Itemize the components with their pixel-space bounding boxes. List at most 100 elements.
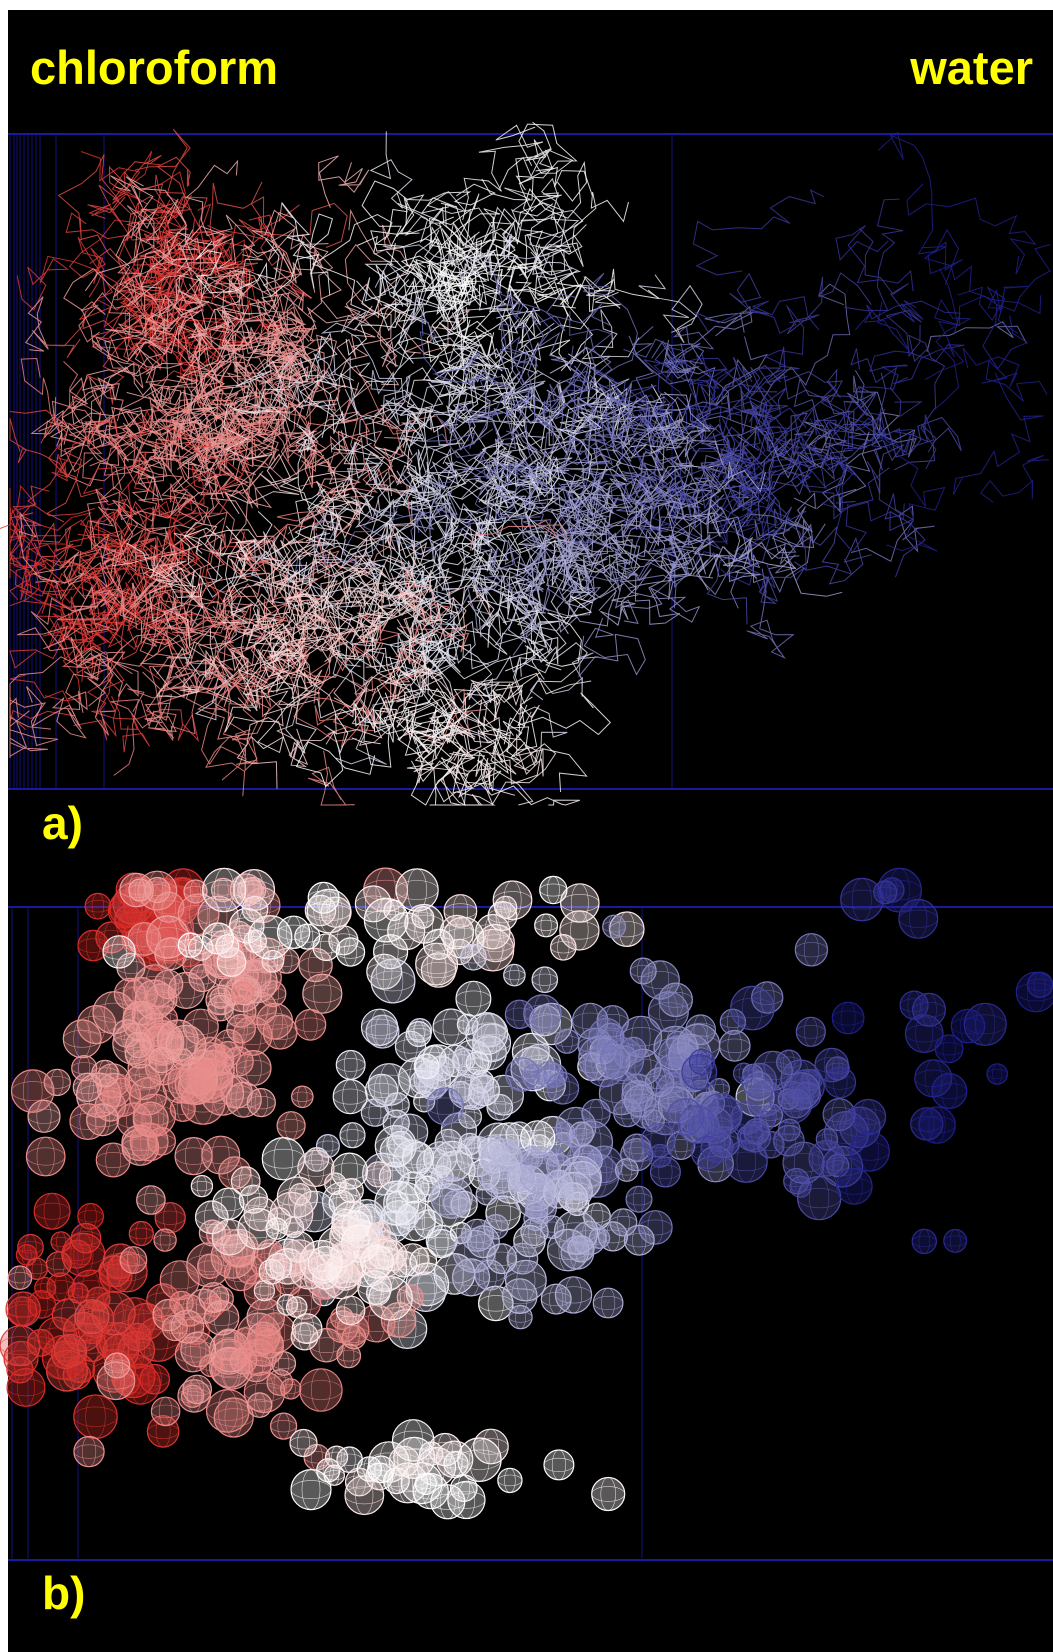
molecule-wireframe [260, 509, 343, 611]
molecule-wireframe [149, 291, 226, 342]
molecule-wireframe [111, 695, 151, 753]
molecule-wireframe [463, 499, 534, 548]
molecule-wireframe [406, 732, 451, 784]
molecule-wireframe [82, 529, 140, 612]
atom-sphere [568, 1121, 594, 1147]
molecule-wireframe [699, 457, 765, 512]
molecule-wireframe [26, 686, 87, 739]
molecule-wireframe [79, 585, 143, 643]
atom-sphere [583, 1043, 627, 1088]
atom-sphere [382, 1109, 410, 1137]
molecule-wireframe [370, 208, 501, 252]
molecule-wireframe [280, 391, 327, 476]
molecule-wireframe [63, 426, 178, 482]
molecule-wireframe [207, 182, 274, 262]
atom-sphere [50, 1231, 72, 1253]
molecule-wireframe [401, 580, 467, 628]
atom-sphere [666, 1098, 705, 1136]
atom-sphere [246, 1392, 273, 1418]
molecule-wireframe [463, 233, 551, 280]
molecule-wireframe [73, 411, 129, 462]
molecule-wireframe [854, 414, 935, 453]
molecule-wireframe [516, 547, 595, 634]
molecule-wireframe [152, 388, 257, 449]
atom-sphere [69, 1102, 107, 1140]
molecule-wireframe [9, 646, 82, 747]
molecule-wireframe [556, 540, 608, 633]
molecule-wireframe [113, 498, 199, 595]
water-label: water [910, 41, 1033, 94]
molecule-wireframe [369, 511, 434, 606]
atom-sphere [232, 1016, 273, 1056]
atom-sphere [46, 1272, 76, 1302]
molecule-wireframe [590, 416, 650, 454]
molecule-wireframe [469, 519, 570, 551]
molecule-wireframe [786, 272, 872, 335]
molecule-wireframe [712, 494, 765, 541]
atom-sphere [392, 1139, 433, 1180]
panel-a [0, 121, 1053, 806]
atom-sphere [501, 1278, 538, 1314]
molecule-wireframe [24, 296, 49, 352]
atom-sphere [808, 1140, 846, 1177]
molecule-wireframe [201, 706, 258, 781]
molecule-wireframe [57, 154, 126, 240]
molecule-wireframe [516, 559, 578, 615]
molecule-wireframe [529, 652, 599, 701]
molecule-wireframe [746, 568, 795, 659]
molecule-wireframe [684, 447, 741, 520]
atom-sphere [77, 929, 109, 962]
molecule-wireframe [513, 281, 541, 348]
atom-sphere [73, 1394, 118, 1440]
molecule-wireframe [68, 608, 134, 644]
molecule-wireframe [872, 372, 962, 471]
molecule-wireframe [318, 155, 370, 208]
atom-sphere [414, 1472, 437, 1496]
atom-sphere [426, 1087, 465, 1126]
atom-sphere [430, 1176, 473, 1219]
molecule-wireframe [866, 299, 961, 335]
molecule-wireframe [134, 529, 201, 580]
molecule-wireframe [84, 221, 142, 292]
molecule-wireframe [844, 198, 904, 312]
molecule-wireframe [692, 461, 766, 537]
molecule-wireframe [573, 478, 648, 558]
molecule-wireframe [30, 409, 122, 491]
molecule-wireframe [348, 564, 455, 619]
atom-sphere [471, 1013, 507, 1048]
atom-sphere [546, 1071, 580, 1105]
atom-sphere [119, 1246, 148, 1274]
molecule-wireframe [156, 610, 255, 703]
molecule-wireframe [333, 669, 407, 727]
atom-sphere [128, 1220, 154, 1247]
molecule-wireframe [720, 466, 778, 586]
molecule-wireframe [713, 546, 761, 583]
atom-sphere [549, 933, 577, 961]
molecule-wireframe [428, 208, 483, 257]
molecule-wireframe [43, 564, 122, 650]
molecule-wireframe [503, 704, 530, 759]
atom-sphere [641, 1123, 676, 1158]
molecule-wireframe [622, 489, 673, 589]
atom-sphere [523, 994, 562, 1033]
atom-sphere [223, 1046, 254, 1077]
molecule-wireframe [514, 230, 576, 306]
atom-sphere [443, 894, 478, 928]
molecule-wireframe [430, 322, 555, 433]
molecule-wireframe [440, 193, 480, 267]
molecule-wireframe [792, 447, 859, 511]
molecule-wireframe [732, 366, 812, 488]
atom-sphere [298, 947, 333, 983]
molecule-wireframe [172, 570, 243, 626]
molecule-wireframe [526, 518, 609, 612]
atom-sphere [545, 1169, 573, 1197]
atom-sphere [43, 1068, 71, 1097]
atom-sphere [33, 1192, 71, 1230]
molecule-wireframe [162, 206, 187, 264]
molecule-wireframe [317, 403, 392, 530]
molecule-wireframe [149, 579, 212, 662]
molecule-wireframe [251, 615, 386, 673]
molecule-wireframe [320, 444, 380, 496]
molecule-wireframe [453, 682, 524, 722]
molecule-wireframe [619, 414, 682, 497]
